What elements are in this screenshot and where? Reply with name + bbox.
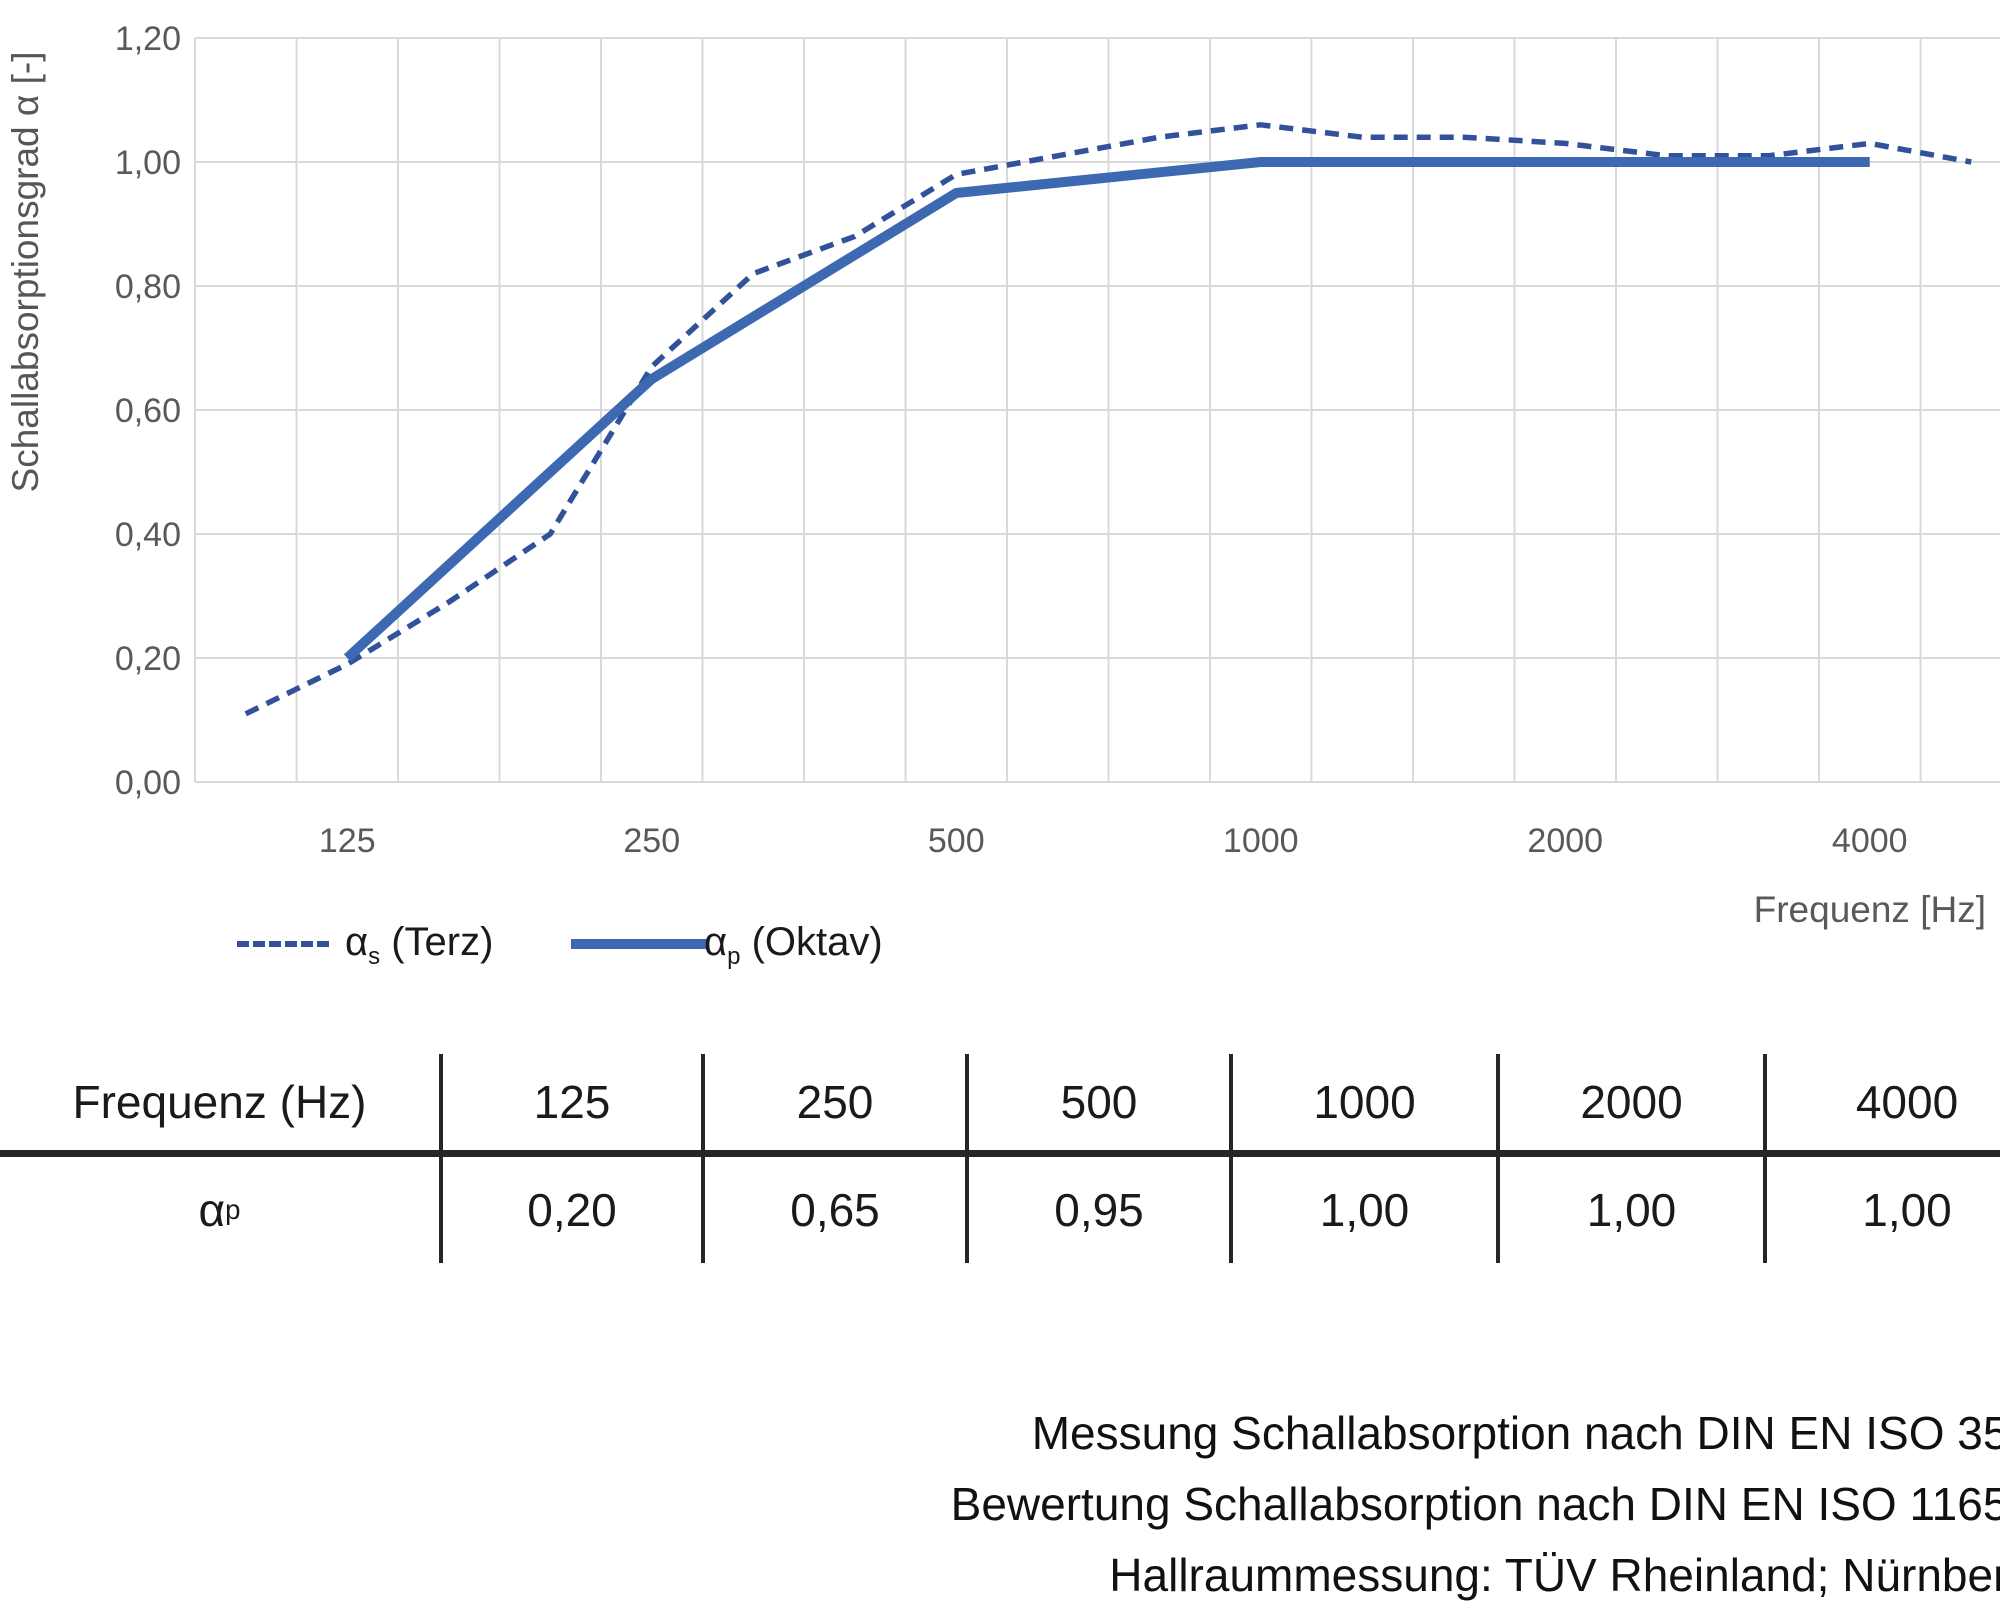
absorption-line-chart: 0,00 0,20 0,40 0,60 0,80 1,00 1,20 125 250 500 10…: [115, 20, 2000, 860]
table-value-1000: 1,00: [1233, 1157, 1500, 1263]
svg-text:0,40: 0,40: [115, 516, 181, 554]
legend-solid-line-swatch: [571, 939, 707, 949]
absorption-values-table: Frequenz (Hz) 125 250 500 1000 2000 4000…: [0, 1054, 2000, 1263]
svg-text:0,00: 0,00: [115, 764, 181, 802]
table-header-500: 500: [969, 1054, 1233, 1157]
svg-text:4000: 4000: [1832, 822, 1908, 860]
table-header-1000: 1000: [1233, 1054, 1500, 1157]
measurement-notes: Messung Schallabsorption nach DIN EN ISO…: [0, 1398, 2000, 1611]
table-header-4000: 4000: [1767, 1054, 2000, 1157]
table-header-125: 125: [443, 1054, 705, 1157]
legend-subscript: s: [368, 943, 381, 970]
y-axis-tick-labels: 0,00 0,20 0,40 0,60 0,80 1,00 1,20: [115, 20, 181, 802]
table-value-4000: 1,00: [1862, 1184, 1952, 1236]
svg-text:0,60: 0,60: [115, 392, 181, 430]
svg-text:125: 125: [319, 822, 376, 860]
legend-label-alpha-p-oktav: αp (Oktav): [704, 918, 883, 981]
table-header-2000: 2000: [1500, 1054, 1767, 1157]
x-axis-tick-labels: 125 250 500 1000 2000 4000: [319, 822, 1908, 860]
legend-label-rest: (Oktav): [740, 920, 883, 964]
legend-subscript: p: [727, 943, 741, 970]
table-value-500: 0,95: [969, 1157, 1233, 1263]
legend-alpha-symbol: α: [345, 920, 369, 964]
legend-label-rest: (Terz): [380, 920, 494, 964]
legend-dashed-line-swatch: [237, 941, 329, 947]
svg-text:1,00: 1,00: [115, 144, 181, 182]
svg-text:500: 500: [928, 822, 985, 860]
legend-alpha-symbol: α: [704, 920, 728, 964]
alpha-symbol: α: [198, 1184, 226, 1236]
x-axis-title: Frequenz [Hz]: [1753, 889, 1986, 930]
svg-text:0,20: 0,20: [115, 640, 181, 678]
note-line-2: Bewertung Schallabsorption nach DIN EN I…: [950, 1478, 2000, 1530]
svg-text:1000: 1000: [1223, 822, 1299, 860]
alpha-subscript: p: [225, 1194, 241, 1225]
chart-series-lines: [244, 122, 1972, 717]
svg-text:250: 250: [623, 822, 680, 860]
svg-text:1,20: 1,20: [115, 20, 181, 58]
y-axis-title: Schallabsorptionsgrad α [-]: [5, 51, 46, 493]
table-value-2000: 1,00: [1500, 1157, 1767, 1263]
svg-text:2000: 2000: [1527, 822, 1603, 860]
table-header-frequency: Frequenz (Hz): [0, 1054, 443, 1157]
table-value-250: 0,65: [705, 1157, 969, 1263]
note-line-1: Messung Schallabsorption nach DIN EN ISO…: [1031, 1407, 2000, 1459]
table-value-125: 0,20: [443, 1157, 705, 1263]
svg-text:0,80: 0,80: [115, 268, 181, 306]
legend-label-alpha-s-terz: αs (Terz): [345, 918, 493, 981]
note-line-3: Hallraummessung: TÜV Rheinland; Nürnberg: [1109, 1549, 2000, 1601]
table-header-250: 250: [705, 1054, 969, 1157]
